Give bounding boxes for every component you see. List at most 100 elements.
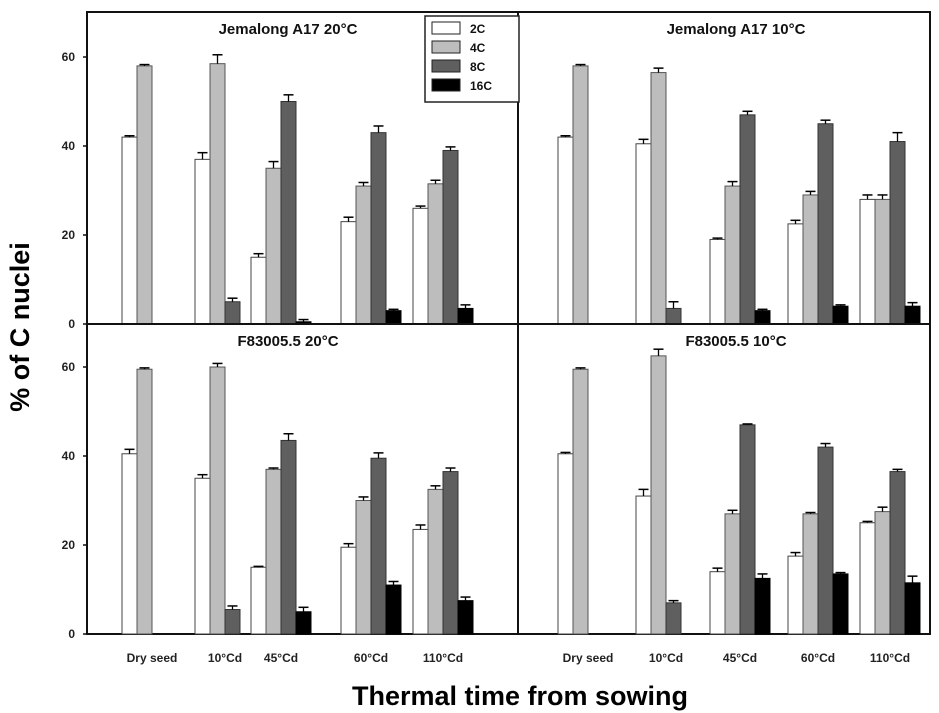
bar-2c-3 [709,238,726,325]
bar-4c-1 [136,65,153,325]
bar-4c-3 [265,468,282,635]
bar-16c-4 [385,310,402,325]
bar-2c-1 [121,136,138,325]
x-tick-label: 45°Cd [264,651,298,665]
bar-8c-4 [817,123,834,325]
bar-8c-5 [442,471,459,635]
bar-4c-2 [650,72,667,325]
bar-4c-1 [572,65,589,325]
bar-8c-4 [370,132,387,325]
x-axis-title: Thermal time from sowing [352,681,688,711]
panel-4: F83005.5 10°C [517,323,931,635]
bar-2c-2 [635,495,652,635]
bar-4c-5 [427,488,444,635]
bar-2c-5 [412,207,429,325]
bar-16c-5 [457,600,474,635]
x-tick-label: 110°Cd [423,651,463,665]
bar-4c-4 [802,513,819,635]
bar-2c-1 [557,136,574,325]
bar-8c-3 [280,101,297,325]
bar-2c-4 [787,555,804,635]
y-tick-label: 40 [62,449,76,463]
bar-4c-4 [355,185,372,325]
bar-16c-4 [385,584,402,635]
bar-4c-5 [874,198,891,325]
bar-8c-2 [224,609,241,635]
bar-4c-5 [427,183,444,325]
bar-2c-5 [859,522,876,635]
ticks-layer: 0 20 40 60 0 20 40 60 Dry seed 10°Cd 45°Cd 60°Cd 110… [62,50,910,665]
panel-2: Jemalong A17 10°C [517,11,931,325]
panel-3: F83005.5 20°C [86,323,519,635]
bar-2c-5 [412,528,429,635]
bar-2c-1 [121,453,138,635]
bar-8c-4 [817,446,834,635]
bar-2c-2 [194,477,211,635]
x-tick-label: 10°Cd [649,651,683,665]
bar-8c-5 [889,141,906,325]
panel-title: F83005.5 10°C [685,333,786,350]
bar-16c-5 [904,305,921,325]
bar-4c-2 [650,355,667,635]
bar-4c-2 [209,63,226,325]
panel-1: Jemalong A17 20°C [86,11,519,325]
bar-4c-2 [209,366,226,635]
legend-swatch-8c [431,59,461,73]
bar-2c-3 [709,571,726,635]
y-tick-label: 60 [62,360,76,374]
bar-2c-5 [859,198,876,325]
bar-2c-1 [557,453,574,635]
panels-layer: Jemalong A17 20°C Jemalong A17 10°C F83005… [86,11,931,635]
bar-16c-4 [832,305,849,325]
bar-16c-5 [457,307,474,325]
bar-2c-2 [194,158,211,325]
legend: 2C 4C 8C 16C [424,15,520,103]
bar-2c-3 [250,566,267,635]
bar-4c-3 [724,513,741,635]
bar-4c-3 [265,167,282,325]
bar-16c-3 [754,577,771,635]
bar-16c-3 [295,611,312,635]
y-tick-label: 0 [68,317,75,331]
bar-8c-3 [739,114,756,325]
bar-8c-3 [280,439,297,635]
legend-label-16c: 16C [470,79,492,93]
legend-label-8c: 8C [470,60,486,74]
legend-swatch-4c [431,40,461,54]
x-tick-label: 45°Cd [723,651,757,665]
bar-8c-5 [442,149,459,325]
bar-4c-1 [136,368,153,635]
y-tick-label: 20 [62,538,76,552]
x-tick-label: 10°Cd [208,651,242,665]
bar-4c-4 [802,194,819,325]
x-tick-label: 110°Cd [870,651,910,665]
y-tick-label: 0 [68,627,75,641]
bar-4c-5 [874,511,891,635]
bar-8c-2 [224,301,241,325]
x-tick-label: Dry seed [127,651,178,665]
panel-title: Jemalong A17 10°C [667,21,806,38]
x-tick-label: 60°Cd [354,651,388,665]
x-tick-label: Dry seed [563,651,614,665]
bar-2c-4 [340,546,357,635]
bar-2c-2 [635,143,652,325]
panel-title: F83005.5 20°C [237,333,338,350]
legend-label-2c: 2C [470,22,486,36]
legend-swatch-16c [431,78,461,92]
bar-16c-3 [754,310,771,325]
bar-16c-5 [904,582,921,635]
panel-title: Jemalong A17 20°C [219,21,358,38]
bar-8c-2 [665,307,682,325]
y-tick-label: 60 [62,50,76,64]
bar-8c-4 [370,457,387,635]
bar-4c-1 [572,368,589,635]
y-axis-title: % of C nuclei [5,242,35,412]
y-tick-label: 40 [62,139,76,153]
bar-2c-4 [340,221,357,325]
x-tick-label: 60°Cd [801,651,835,665]
bar-8c-5 [889,471,906,635]
bar-4c-3 [724,185,741,325]
bar-16c-4 [832,573,849,635]
legend-swatch-2c [431,21,461,35]
